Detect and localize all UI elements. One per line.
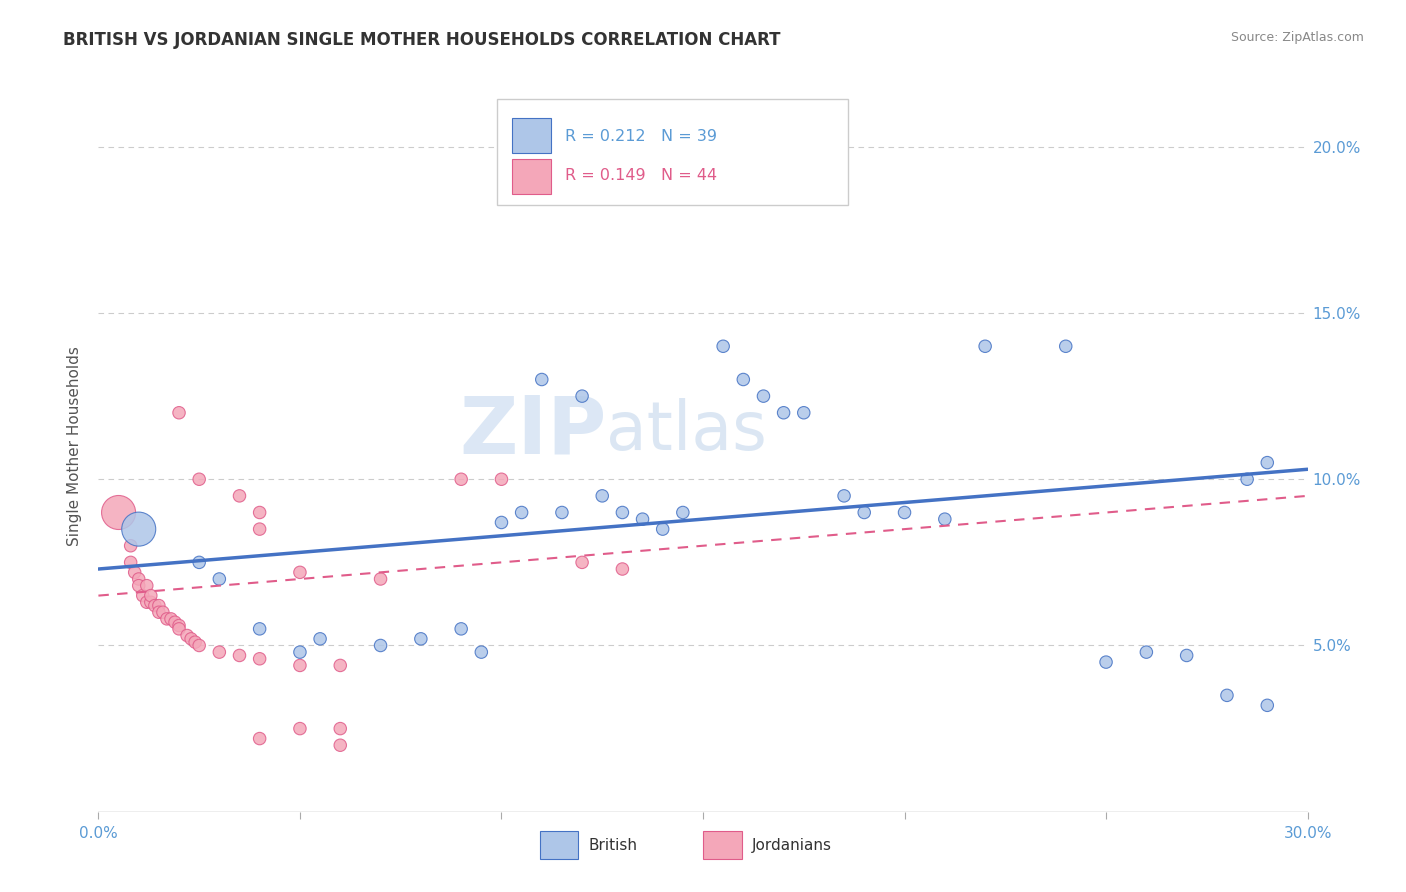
Point	[120, 539, 142, 553]
Point	[612, 506, 634, 520]
Point	[120, 555, 142, 569]
Point	[1054, 339, 1077, 353]
Point	[651, 522, 673, 536]
Point	[249, 506, 271, 520]
FancyBboxPatch shape	[512, 119, 551, 153]
Point	[1256, 456, 1278, 470]
Text: Source: ZipAtlas.com: Source: ZipAtlas.com	[1230, 31, 1364, 45]
FancyBboxPatch shape	[540, 831, 578, 859]
Y-axis label: Single Mother Households: Single Mother Households	[67, 346, 83, 546]
Point	[249, 652, 271, 666]
Point	[128, 522, 150, 536]
Text: atlas: atlas	[606, 399, 768, 465]
Point	[752, 389, 775, 403]
Point	[156, 612, 179, 626]
Point	[450, 472, 472, 486]
Point	[329, 658, 352, 673]
Point	[370, 572, 392, 586]
Point	[672, 506, 695, 520]
Point	[470, 645, 492, 659]
Point	[152, 605, 174, 619]
Point	[1236, 472, 1258, 486]
Point	[612, 562, 634, 576]
Text: R = 0.212   N = 39: R = 0.212 N = 39	[565, 129, 717, 145]
Point	[167, 618, 190, 632]
Point	[128, 572, 150, 586]
Point	[309, 632, 332, 646]
Point	[228, 648, 250, 663]
Point	[288, 722, 311, 736]
Point	[228, 489, 250, 503]
Point	[249, 622, 271, 636]
Point	[132, 589, 155, 603]
Point	[1135, 645, 1157, 659]
Point	[135, 595, 157, 609]
Point	[974, 339, 997, 353]
FancyBboxPatch shape	[703, 831, 742, 859]
Point	[631, 512, 654, 526]
Point	[160, 612, 183, 626]
Point	[1216, 689, 1239, 703]
Text: Jordanians: Jordanians	[751, 838, 831, 853]
Point	[551, 506, 574, 520]
Point	[124, 566, 146, 580]
Point	[772, 406, 794, 420]
FancyBboxPatch shape	[512, 159, 551, 194]
Point	[530, 372, 553, 386]
Point	[591, 489, 613, 503]
Point	[163, 615, 186, 630]
Point	[1095, 655, 1118, 669]
Point	[143, 599, 166, 613]
Point	[370, 639, 392, 653]
Point	[1256, 698, 1278, 713]
Point	[208, 572, 231, 586]
Point	[934, 512, 956, 526]
Point	[329, 738, 352, 752]
Text: R = 0.149   N = 44: R = 0.149 N = 44	[565, 168, 717, 183]
Point	[329, 722, 352, 736]
Point	[139, 595, 162, 609]
Point	[249, 522, 271, 536]
Point	[188, 555, 211, 569]
Point	[692, 173, 714, 187]
Point	[208, 645, 231, 659]
Point	[148, 599, 170, 613]
Text: ZIP: ZIP	[458, 392, 606, 470]
Text: BRITISH VS JORDANIAN SINGLE MOTHER HOUSEHOLDS CORRELATION CHART: BRITISH VS JORDANIAN SINGLE MOTHER HOUSE…	[63, 31, 780, 49]
Point	[167, 622, 190, 636]
Point	[176, 628, 198, 642]
Point	[510, 506, 533, 520]
Point	[571, 389, 593, 403]
FancyBboxPatch shape	[498, 99, 848, 204]
Point	[128, 579, 150, 593]
Point	[853, 506, 876, 520]
Point	[288, 645, 311, 659]
Point	[184, 635, 207, 649]
Point	[288, 658, 311, 673]
Point	[832, 489, 855, 503]
Point	[1175, 648, 1198, 663]
Point	[139, 589, 162, 603]
Point	[249, 731, 271, 746]
Point	[450, 622, 472, 636]
Point	[733, 372, 755, 386]
Point	[180, 632, 202, 646]
Point	[893, 506, 915, 520]
Point	[107, 506, 129, 520]
Point	[188, 472, 211, 486]
Point	[491, 516, 513, 530]
Text: British: British	[588, 838, 637, 853]
Point	[167, 406, 190, 420]
Point	[491, 472, 513, 486]
Point	[188, 639, 211, 653]
Point	[711, 339, 734, 353]
Point	[793, 406, 815, 420]
Point	[135, 579, 157, 593]
Point	[288, 566, 311, 580]
Point	[409, 632, 432, 646]
Point	[571, 555, 593, 569]
Point	[148, 605, 170, 619]
